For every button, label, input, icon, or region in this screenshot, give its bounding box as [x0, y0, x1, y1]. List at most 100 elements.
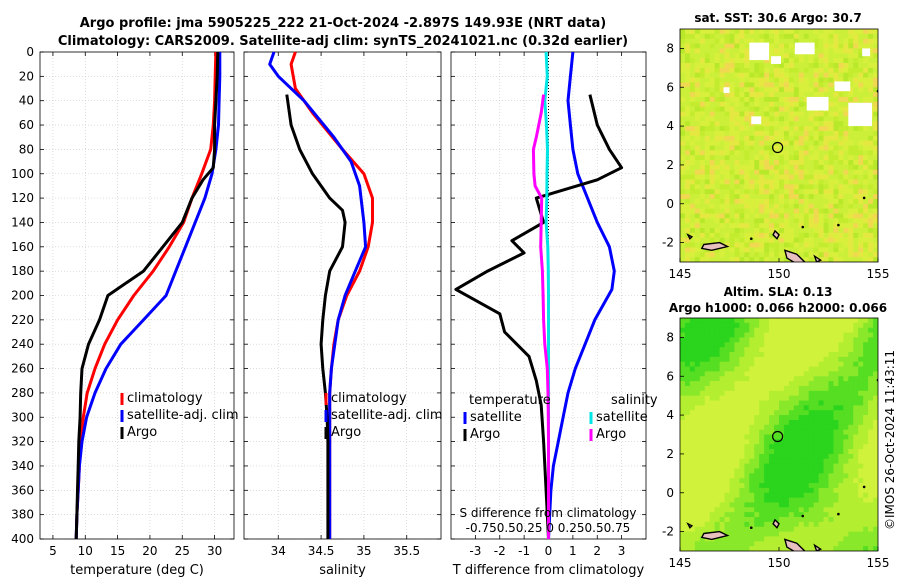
map-cell [729, 434, 735, 440]
map-cell [729, 53, 735, 59]
map-cell [729, 48, 735, 54]
map-cell [818, 497, 824, 503]
map-cell [783, 546, 790, 551]
map-cell [714, 492, 720, 499]
map-cell [783, 242, 790, 248]
map-cell [769, 521, 775, 528]
map-cell [754, 164, 760, 171]
map-cell [813, 53, 819, 59]
map-cell [808, 72, 815, 78]
map-cell [863, 189, 869, 195]
map-cell [858, 257, 864, 262]
map-cell [744, 468, 750, 474]
map-cell [793, 385, 800, 392]
map-cell [754, 526, 760, 532]
map-cell [823, 179, 829, 185]
map-cell [783, 179, 790, 185]
map-cell [838, 223, 844, 229]
map-cell [873, 381, 878, 387]
map-cell [754, 92, 760, 98]
map-cell [818, 77, 824, 83]
map-cell [724, 92, 730, 98]
map-cell [793, 473, 800, 479]
map-cell [868, 434, 874, 440]
map-cell [734, 487, 740, 494]
map-cell [684, 179, 691, 185]
map-cell [714, 327, 720, 333]
map-cell [848, 366, 854, 372]
map-cell [798, 72, 805, 78]
map-cell [699, 203, 706, 210]
map-cell [719, 483, 725, 489]
map-cell [684, 184, 691, 190]
map-cell [709, 361, 716, 367]
map-cell [759, 174, 765, 180]
map-cell [818, 179, 824, 185]
map-cell [783, 381, 790, 387]
map-cell [823, 371, 829, 377]
map-cell [749, 400, 755, 406]
map-cell [724, 347, 730, 353]
map-cell [798, 77, 805, 83]
map-cell [709, 257, 716, 262]
map-cell [744, 318, 750, 324]
map-cell [798, 395, 805, 401]
cloud-mask-patch [848, 102, 873, 127]
map-cell [788, 155, 795, 161]
map-cell [808, 242, 815, 248]
map-cell [853, 541, 859, 547]
map-cell [749, 247, 755, 253]
map-cell [729, 208, 735, 214]
map-cell [838, 400, 844, 406]
map-cell [828, 33, 834, 40]
map-cell [724, 439, 730, 445]
map-cell [709, 218, 716, 224]
map-cell [863, 87, 869, 93]
map-cell [694, 232, 701, 239]
map-cell [813, 463, 819, 469]
map-cell [788, 150, 795, 156]
map-cell [838, 449, 844, 455]
map-cell [694, 366, 701, 372]
map-cell [759, 208, 765, 214]
map-cell [853, 521, 859, 528]
map-cell [694, 322, 701, 329]
map-cell [704, 361, 711, 367]
sst-heatmap [680, 29, 878, 262]
map-cell [848, 135, 854, 142]
map-cell [709, 43, 716, 49]
map-cell [704, 405, 711, 411]
map-cell [838, 492, 844, 499]
argo-location-marker [772, 430, 784, 443]
map-cell [828, 92, 834, 98]
map-cell [868, 526, 874, 532]
map-cell [709, 332, 716, 338]
map-x-tick-label: 150 [768, 267, 791, 281]
map-cell [739, 531, 745, 537]
map-cell [783, 96, 790, 103]
map-cell [873, 376, 878, 382]
map-cell [828, 194, 834, 200]
map-cell [684, 507, 691, 513]
map-cell [714, 164, 720, 171]
map-cell [744, 356, 750, 363]
map-cell [769, 361, 775, 367]
map-cell [868, 468, 874, 474]
map-cell [873, 351, 878, 358]
map-cell [813, 327, 819, 333]
map-cell [734, 390, 740, 397]
map-cell [694, 126, 701, 132]
map-cell [699, 322, 706, 329]
map-cell [823, 194, 829, 200]
map-cell [868, 497, 874, 503]
map-cell [699, 92, 706, 98]
y-tick-label: 200 [11, 289, 34, 303]
map-cell [769, 356, 775, 363]
series-line-t-argo [454, 94, 624, 540]
map-cell [769, 492, 775, 499]
map-cell [754, 376, 760, 382]
map-cell [833, 169, 839, 176]
map-cell [774, 492, 780, 499]
map-cell [823, 332, 829, 338]
map-cell [803, 92, 810, 98]
